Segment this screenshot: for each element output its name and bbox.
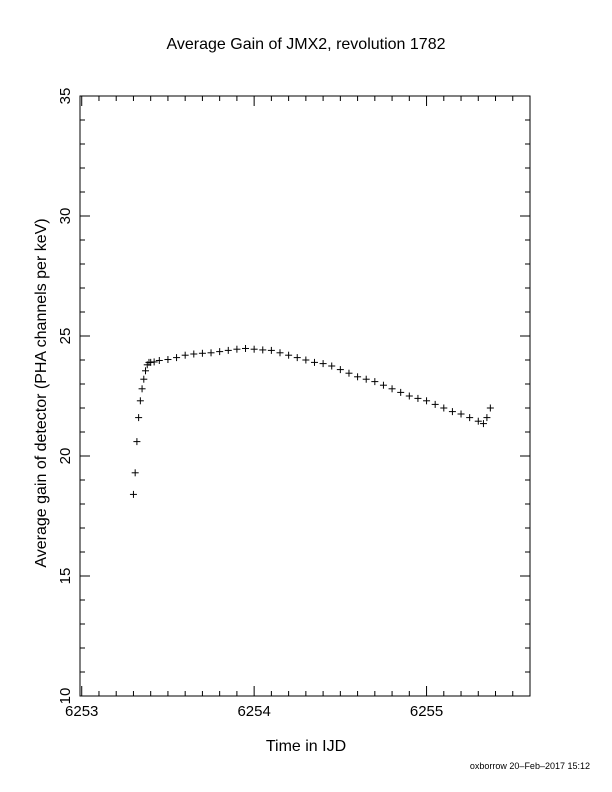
data-point bbox=[362, 375, 370, 383]
data-point bbox=[224, 346, 232, 354]
data-point bbox=[483, 414, 491, 422]
y-axis-label: Average gain of detector (PHA channels p… bbox=[33, 218, 50, 568]
x-tick-label: 6255 bbox=[410, 703, 443, 720]
data-point bbox=[431, 400, 439, 408]
data-point bbox=[293, 354, 301, 362]
data-point bbox=[190, 350, 198, 358]
data-point bbox=[138, 385, 146, 393]
data-point bbox=[466, 414, 474, 422]
data-point bbox=[405, 392, 413, 400]
data-point bbox=[133, 438, 141, 446]
data-point bbox=[310, 358, 318, 366]
data-point bbox=[198, 349, 206, 357]
data-point bbox=[267, 346, 275, 354]
data-point bbox=[233, 345, 241, 353]
data-point bbox=[457, 410, 465, 418]
data-point bbox=[479, 420, 487, 428]
y-tick-label: 25 bbox=[57, 328, 74, 345]
data-point bbox=[164, 356, 172, 364]
data-series bbox=[129, 344, 494, 498]
data-point bbox=[345, 369, 353, 377]
data-point bbox=[136, 397, 144, 405]
axis-tick-labels: 10 15 20 25 30 35 6253 6254 6255 bbox=[57, 88, 443, 720]
data-point bbox=[388, 385, 396, 393]
y-tick-label: 30 bbox=[57, 208, 74, 225]
data-point bbox=[302, 356, 310, 364]
data-point bbox=[474, 417, 482, 425]
data-point bbox=[155, 356, 163, 364]
data-point bbox=[397, 388, 405, 396]
data-point bbox=[379, 381, 387, 389]
data-point bbox=[131, 469, 139, 477]
data-point bbox=[285, 351, 293, 359]
data-point bbox=[414, 394, 422, 402]
data-point bbox=[328, 362, 336, 370]
data-point bbox=[423, 397, 431, 405]
x-tick-label: 6253 bbox=[65, 703, 98, 720]
data-point bbox=[319, 360, 327, 368]
data-point bbox=[242, 344, 250, 352]
y-tick-label: 20 bbox=[57, 448, 74, 465]
y-tick-label: 15 bbox=[57, 568, 74, 585]
plot-frame bbox=[79, 95, 531, 697]
data-point bbox=[181, 351, 189, 359]
data-point bbox=[259, 346, 267, 354]
data-point bbox=[140, 375, 148, 383]
data-point bbox=[207, 349, 215, 357]
data-point bbox=[371, 378, 379, 386]
x-tick-label: 6254 bbox=[237, 703, 270, 720]
chart-title: Average Gain of JMX2, revolution 1782 bbox=[166, 36, 446, 53]
data-point bbox=[448, 408, 456, 416]
y-tick-label: 35 bbox=[57, 88, 74, 105]
data-point bbox=[486, 404, 494, 412]
data-point bbox=[129, 490, 137, 498]
data-point bbox=[276, 349, 284, 357]
data-point bbox=[135, 414, 143, 422]
data-point bbox=[336, 366, 344, 374]
data-point bbox=[173, 354, 181, 362]
data-point bbox=[250, 345, 258, 353]
data-point bbox=[440, 404, 448, 412]
data-point bbox=[354, 373, 362, 381]
data-point bbox=[142, 367, 150, 375]
data-point bbox=[216, 348, 224, 356]
y-tick-label: 10 bbox=[57, 688, 74, 705]
x-axis-label: Time in IJD bbox=[265, 738, 347, 755]
data-point bbox=[150, 358, 158, 366]
axis-ticks bbox=[80, 95, 531, 697]
footer-stamp: oxborrow 20–Feb–2017 15:12 bbox=[469, 761, 590, 771]
